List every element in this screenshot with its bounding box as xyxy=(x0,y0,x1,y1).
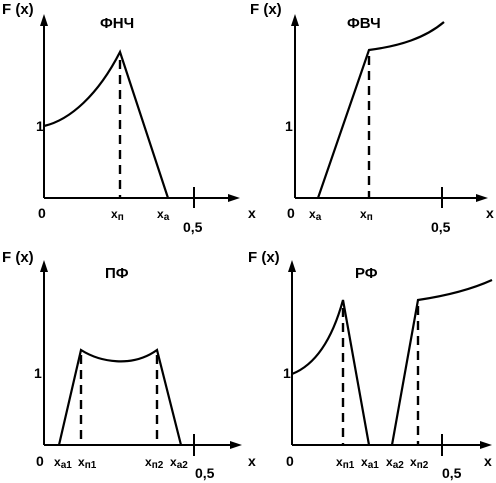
origin-label: 0 xyxy=(286,453,294,469)
x-axis-arrow xyxy=(228,194,240,202)
panel-title: ПФ xyxy=(105,265,129,282)
x-axis-label: x xyxy=(248,205,256,221)
half-label: 0,5 xyxy=(431,219,451,235)
x-axis-label: x xyxy=(248,453,256,469)
response-curve-high xyxy=(390,278,493,446)
x-label-a2: xa2 xyxy=(386,455,404,471)
response-curve-low xyxy=(291,299,371,446)
x-axis-arrow xyxy=(480,441,492,449)
x-label-p1: xп1 xyxy=(336,455,355,471)
x-axis-label: x xyxy=(484,453,492,469)
response-curve xyxy=(43,49,170,199)
x-label-p2: xп2 xyxy=(145,455,164,471)
y-axis-arrow xyxy=(288,260,296,272)
x-label-a1: xa1 xyxy=(54,455,72,471)
x-label-a1: xa1 xyxy=(361,455,379,471)
origin-label: 0 xyxy=(287,205,295,221)
x-axis-label: x xyxy=(486,205,494,221)
panel-highpass: F (x) ФВЧ 1 0 x 0,5 xa xп xyxy=(250,1,494,235)
x-label-passband: xп xyxy=(111,207,124,223)
x-label-passband: xп xyxy=(360,207,373,223)
x-label-p1: xп1 xyxy=(78,455,97,471)
x-label-a2: xa2 xyxy=(170,455,188,471)
x-axis-arrow xyxy=(230,441,242,449)
one-label: 1 xyxy=(285,118,293,134)
one-label: 1 xyxy=(34,365,42,381)
panel-lowpass: F (x) ФНЧ 1 0 x 0,5 xп xa xyxy=(2,1,256,235)
half-label: 0,5 xyxy=(195,465,215,481)
y-axis-label: F (x) xyxy=(250,1,282,18)
x-axis-arrow xyxy=(476,194,488,202)
y-axis-arrow xyxy=(40,260,48,272)
y-axis-label: F (x) xyxy=(2,1,34,18)
response-curve xyxy=(57,348,183,446)
x-label-stopband: xa xyxy=(309,207,322,223)
x-label-p2: xп2 xyxy=(410,455,429,471)
half-label: 0,5 xyxy=(183,219,203,235)
response-curve xyxy=(316,21,445,199)
y-axis-arrow xyxy=(40,14,48,26)
panel-title: РФ xyxy=(355,265,378,282)
half-label: 0,5 xyxy=(442,465,462,481)
panel-bandstop: F (x) РФ 1 0 x 0,5 xп1 xa1 xa2 xп2 xyxy=(248,249,493,481)
one-label: 1 xyxy=(36,118,44,134)
origin-label: 0 xyxy=(38,205,46,221)
one-label: 1 xyxy=(283,365,291,381)
panel-bandpass: F (x) ПФ 1 0 x 0,5 xa1 xп1 xп2 xa2 xyxy=(2,249,256,481)
origin-label: 0 xyxy=(36,453,44,469)
y-axis-label: F (x) xyxy=(248,249,280,266)
y-axis-arrow xyxy=(291,14,299,26)
panel-title: ФНЧ xyxy=(100,15,134,32)
x-label-stopband: xa xyxy=(157,207,170,223)
panel-title: ФВЧ xyxy=(347,15,381,32)
y-axis-label: F (x) xyxy=(2,249,34,266)
